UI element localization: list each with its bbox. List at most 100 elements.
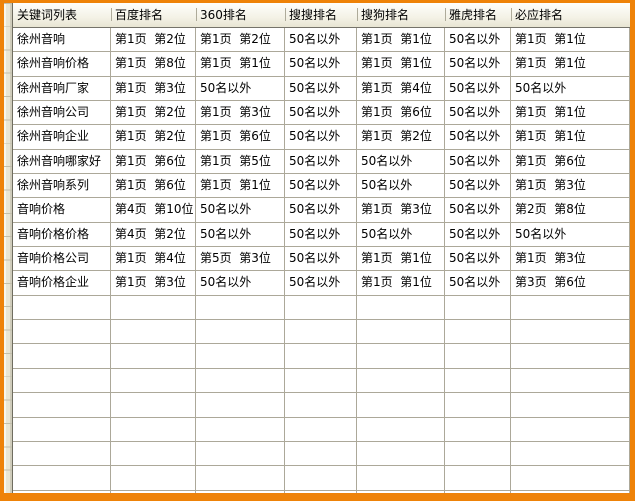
table-cell[interactable]: 第1页 第5位 (196, 149, 285, 174)
table-cell[interactable]: 第1页 第1位 (196, 52, 285, 76)
table-cell[interactable]: 第1页 第1位 (357, 247, 445, 271)
table-cell[interactable]: 第2页 第8位 (511, 198, 630, 222)
table-cell[interactable]: 第4页 第2位 (111, 222, 196, 247)
table-cell[interactable]: 50名以外 (445, 222, 511, 247)
table-cell[interactable]: 50名以外 (445, 52, 511, 76)
table-cell[interactable]: 第1页 第1位 (511, 101, 630, 125)
table-cell[interactable]: 第1页 第3位 (357, 198, 445, 222)
table-cell[interactable]: 第3页 第6位 (511, 271, 630, 295)
table-cell[interactable]: 音响价格 (13, 198, 111, 222)
table-row[interactable]: 音响价格 第4页 第10位 50名以外 50名以外 第1页 第3位 50名以外 第2页 第8… (13, 198, 630, 223)
column-header[interactable]: 360排名 (196, 3, 285, 27)
table-cell[interactable]: 第1页 第2位 (111, 101, 196, 125)
empty-row (13, 295, 630, 321)
table-cell[interactable]: 第1页 第1位 (196, 174, 285, 198)
table-cell[interactable]: 第1页 第3位 (111, 76, 196, 101)
table-cell[interactable]: 第1页 第1位 (357, 52, 445, 76)
table-cell[interactable]: 50名以外 (285, 52, 357, 76)
table-cell[interactable]: 第4页 第10位 (111, 198, 196, 222)
column-header[interactable]: 必应排名 (511, 3, 630, 27)
table-cell[interactable]: 50名以外 (511, 76, 630, 101)
table-cell[interactable]: 音响价格企业 (13, 271, 111, 295)
table-cell[interactable]: 第1页 第2位 (357, 125, 445, 149)
table-cell[interactable]: 徐州音响公司 (13, 101, 111, 125)
column-header[interactable]: 雅虎排名 (445, 3, 511, 27)
table-cell[interactable]: 徐州音响厂家 (13, 76, 111, 101)
row-selector-strip[interactable] (4, 3, 12, 493)
column-header[interactable]: 搜狗排名 (357, 3, 445, 27)
table-row[interactable]: 徐州音响系列 第1页 第6位 第1页 第1位 50名以外 50名以外 50名以外 第1页 第… (13, 174, 630, 199)
table-cell[interactable]: 50名以外 (357, 149, 445, 174)
table-cell[interactable]: 徐州音响企业 (13, 125, 111, 149)
table-cell[interactable]: 徐州音响 (13, 28, 111, 52)
table-cell[interactable]: 50名以外 (445, 101, 511, 125)
table-cell[interactable]: 第1页 第6位 (111, 149, 196, 174)
column-header[interactable]: 搜搜排名 (285, 3, 357, 27)
table-cell[interactable]: 音响价格公司 (13, 247, 111, 271)
empty-cell (13, 368, 111, 393)
table-cell[interactable]: 50名以外 (511, 222, 630, 247)
table-cell[interactable]: 第1页 第2位 (111, 125, 196, 149)
table-cell[interactable]: 徐州音响哪家好 (13, 149, 111, 174)
table-cell[interactable]: 50名以外 (445, 149, 511, 174)
table-cell[interactable]: 第1页 第1位 (357, 271, 445, 295)
table-cell[interactable]: 50名以外 (357, 222, 445, 247)
table-cell[interactable]: 第1页 第6位 (196, 125, 285, 149)
table-cell[interactable]: 第1页 第3位 (511, 247, 630, 271)
table-cell[interactable]: 50名以外 (285, 222, 357, 247)
table-cell[interactable]: 50名以外 (196, 76, 285, 101)
table-cell[interactable]: 50名以外 (196, 198, 285, 222)
column-header[interactable]: 关键词列表 (17, 8, 78, 22)
table-cell[interactable]: 第1页 第3位 (511, 174, 630, 198)
table-cell[interactable]: 第1页 第4位 (357, 76, 445, 101)
table-cell[interactable]: 50名以外 (285, 149, 357, 174)
table-row[interactable]: 音响价格公司 第1页 第4位 第5页 第3位 50名以外 第1页 第1位 50名以外 第1页… (13, 247, 630, 272)
table-cell[interactable]: 第1页 第1位 (357, 28, 445, 52)
table-row[interactable]: 徐州音响公司 第1页 第2位 第1页 第3位 50名以外 第1页 第6位 50名以外 第1页… (13, 101, 630, 126)
empty-cell (196, 393, 285, 417)
table-cell[interactable]: 徐州音响系列 (13, 174, 111, 198)
table-cell[interactable]: 50名以外 (445, 174, 511, 198)
table-cell[interactable]: 50名以外 (357, 174, 445, 198)
table-row[interactable]: 徐州音响企业 第1页 第2位 第1页 第6位 50名以外 第1页 第2位 50名以外 第1页… (13, 125, 630, 150)
table-cell[interactable]: 50名以外 (445, 76, 511, 101)
table-cell[interactable]: 50名以外 (285, 247, 357, 271)
table-cell[interactable]: 第1页 第6位 (357, 101, 445, 125)
table-cell[interactable]: 音响价格价格 (13, 222, 111, 247)
table-cell[interactable]: 第1页 第6位 (111, 174, 196, 198)
table-row[interactable]: 徐州音响哪家好 第1页 第6位 第1页 第5位 50名以外 50名以外 50名以外 第1页 … (13, 149, 630, 175)
table-row[interactable]: 徐州音响厂家 第1页 第3位 50名以外 50名以外 第1页 第4位 50名以外 50名以外 (13, 76, 630, 102)
empty-cell (445, 368, 511, 393)
table-cell[interactable]: 50名以外 (445, 247, 511, 271)
table-row[interactable]: 音响价格企业 第1页 第3位 50名以外 50名以外 第1页 第1位 50名以外 第3页 第… (13, 271, 630, 296)
table-cell[interactable]: 第5页 第3位 (196, 247, 285, 271)
table-row[interactable]: 音响价格价格 第4页 第2位 50名以外 50名以外 50名以外 50名以外 50名以外 (13, 222, 630, 248)
table-cell[interactable]: 50名以外 (445, 28, 511, 52)
table-cell[interactable]: 50名以外 (285, 198, 357, 222)
table-cell[interactable]: 第1页 第1位 (511, 28, 630, 52)
table-cell[interactable]: 50名以外 (196, 222, 285, 247)
table-cell[interactable]: 第1页 第4位 (111, 247, 196, 271)
table-cell[interactable]: 50名以外 (285, 174, 357, 198)
table-cell[interactable]: 第1页 第1位 (511, 125, 630, 149)
table-cell[interactable]: 第1页 第2位 (111, 28, 196, 52)
table-cell[interactable]: 50名以外 (285, 76, 357, 101)
table-row[interactable]: 徐州音响价格 第1页 第8位 第1页 第1位 50名以外 第1页 第1位 50名以外 第1页… (13, 52, 630, 77)
table-cell[interactable]: 第1页 第8位 (111, 52, 196, 76)
table-cell[interactable]: 50名以外 (285, 28, 357, 52)
table-cell[interactable]: 50名以外 (445, 125, 511, 149)
table-cell[interactable]: 第1页 第3位 (196, 101, 285, 125)
table-cell[interactable]: 50名以外 (445, 198, 511, 222)
table-cell[interactable]: 50名以外 (285, 125, 357, 149)
table-cell[interactable]: 第1页 第2位 (196, 28, 285, 52)
table-cell[interactable]: 50名以外 (196, 271, 285, 295)
table-cell[interactable]: 第1页 第3位 (111, 271, 196, 295)
table-cell[interactable]: 第1页 第1位 (511, 52, 630, 76)
table-cell[interactable]: 徐州音响价格 (13, 52, 111, 76)
table-cell[interactable]: 第1页 第6位 (511, 149, 630, 174)
table-cell[interactable]: 50名以外 (285, 271, 357, 295)
table-cell[interactable]: 50名以外 (285, 101, 357, 125)
column-header[interactable]: 百度排名 (111, 3, 196, 27)
table-row[interactable]: 徐州音响 第1页 第2位 第1页 第2位 50名以外 第1页 第1位 50名以外 第1页 第… (13, 28, 630, 53)
table-cell[interactable]: 50名以外 (445, 271, 511, 295)
